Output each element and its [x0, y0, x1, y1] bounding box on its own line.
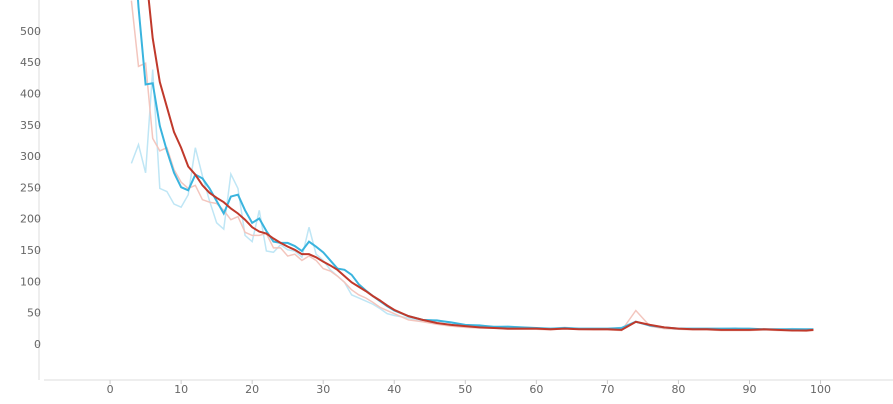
y-tick-label: 450 — [20, 56, 41, 69]
x-tick-label: 10 — [174, 383, 188, 396]
x-tick-label: 30 — [316, 383, 330, 396]
y-tick-label: 400 — [20, 88, 41, 101]
y-tick-label: 50 — [27, 307, 41, 320]
series-line — [137, 0, 814, 331]
series-line — [130, 69, 814, 331]
y-tick-label: 350 — [20, 119, 41, 132]
series-line — [130, 0, 814, 332]
y-tick-label: 300 — [20, 150, 41, 163]
x-tick-label: 80 — [671, 383, 685, 396]
y-tick-label: 150 — [20, 244, 41, 257]
plot-area — [130, 0, 814, 332]
x-tick-label: 40 — [387, 383, 401, 396]
x-tick-label: 20 — [245, 383, 259, 396]
x-tick-label: 70 — [600, 383, 614, 396]
series-line — [147, 0, 814, 332]
x-tick-label: 50 — [458, 383, 472, 396]
y-tick-label: 500 — [20, 25, 41, 38]
x-tick-label: 100 — [810, 383, 831, 396]
y-tick-label: 0 — [34, 338, 41, 351]
x-tick-label: 60 — [529, 383, 543, 396]
x-tick-label: 0 — [107, 383, 114, 396]
y-tick-label: 100 — [20, 275, 41, 288]
x-tick-label: 90 — [742, 383, 756, 396]
y-tick-label: 250 — [20, 181, 41, 194]
y-tick-label: 200 — [20, 213, 41, 226]
